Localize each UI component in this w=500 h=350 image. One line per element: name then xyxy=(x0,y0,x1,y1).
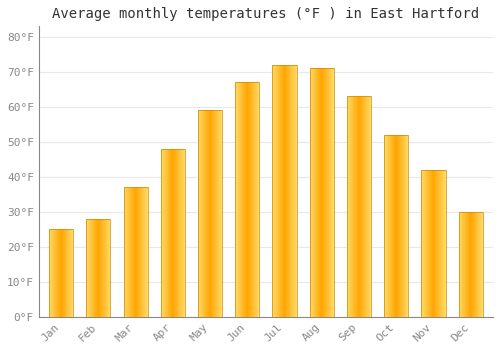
Bar xyxy=(86,219,110,317)
Bar xyxy=(235,82,260,317)
Title: Average monthly temperatures (°F ) in East Hartford: Average monthly temperatures (°F ) in Ea… xyxy=(52,7,480,21)
Bar xyxy=(458,212,483,317)
Bar xyxy=(422,170,446,317)
Bar xyxy=(347,96,371,317)
Bar xyxy=(160,149,185,317)
Bar xyxy=(124,187,148,317)
Bar xyxy=(272,65,296,317)
Bar xyxy=(310,68,334,317)
Bar xyxy=(49,229,73,317)
Bar xyxy=(384,135,408,317)
Bar xyxy=(198,110,222,317)
